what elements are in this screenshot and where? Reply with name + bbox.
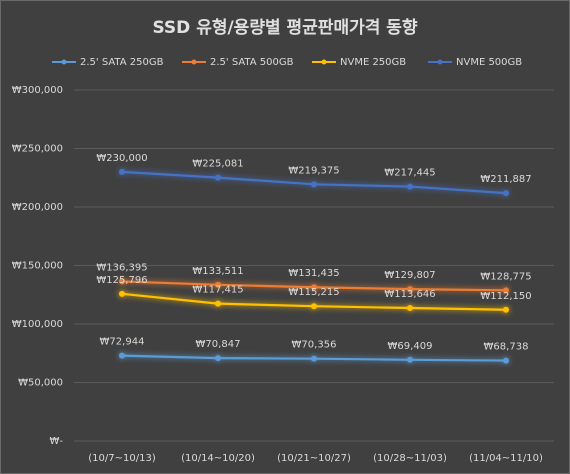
- y-tick-label: ₩-: [50, 436, 64, 447]
- legend-marker: [191, 59, 197, 65]
- point: [407, 286, 413, 293]
- data-label: ₩72,944: [100, 337, 145, 348]
- data-label: ₩70,847: [196, 339, 241, 350]
- legend-label: NVME 250GB: [340, 57, 406, 68]
- data-label: ₩131,435: [288, 268, 339, 279]
- point: [119, 168, 125, 175]
- x-tick-label: (10/21~10/27): [277, 453, 351, 464]
- legend-label: NVME 500GB: [456, 57, 522, 68]
- point: [215, 281, 221, 288]
- point: [311, 355, 317, 362]
- data-label: ₩68,738: [484, 342, 529, 353]
- legend-marker: [61, 59, 67, 65]
- data-label: ₩230,000: [96, 153, 147, 164]
- point: [215, 300, 221, 307]
- point: [407, 183, 413, 190]
- x-tick-label: (10/14~10/20): [181, 453, 255, 464]
- x-tick-label: (10/7~10/13): [88, 453, 156, 464]
- point: [119, 352, 125, 359]
- point: [503, 190, 509, 197]
- legend-label: 2.5' SATA 250GB: [80, 57, 164, 68]
- series: [119, 290, 509, 313]
- series: [119, 278, 509, 294]
- legend-label: 2.5' SATA 500GB: [210, 57, 294, 68]
- data-label: ₩115,215: [288, 287, 339, 298]
- series: [119, 352, 509, 364]
- data-label: ₩211,887: [480, 174, 531, 185]
- y-tick-label: ₩200,000: [12, 202, 63, 213]
- point: [119, 290, 125, 297]
- point: [503, 287, 509, 294]
- y-tick-label: ₩250,000: [12, 144, 63, 155]
- point: [407, 356, 413, 363]
- series: [119, 168, 509, 197]
- chart-title: SSD 유형/용량별 평균판매가격 동향: [152, 17, 417, 38]
- legend-marker: [437, 59, 443, 65]
- point: [119, 278, 125, 285]
- point: [407, 305, 413, 312]
- point: [503, 306, 509, 313]
- x-tick-label: (10/28~11/03): [373, 453, 447, 464]
- y-tick-label: ₩150,000: [12, 261, 63, 272]
- data-label: ₩128,775: [480, 271, 531, 282]
- y-tick-label: ₩100,000: [12, 319, 63, 330]
- data-label: ₩129,807: [384, 270, 435, 281]
- data-label: ₩69,409: [388, 341, 433, 352]
- point: [311, 181, 317, 188]
- data-label: ₩225,081: [192, 159, 243, 170]
- data-label: ₩117,415: [192, 285, 243, 296]
- point: [503, 357, 509, 364]
- data-label: ₩219,375: [288, 165, 339, 176]
- data-label: ₩70,356: [292, 340, 337, 351]
- data-label: ₩112,150: [480, 291, 531, 302]
- point: [215, 174, 221, 181]
- data-label: ₩113,646: [384, 289, 435, 300]
- point: [311, 303, 317, 310]
- x-tick-label: (11/04~11/10): [469, 453, 543, 464]
- data-label: ₩217,445: [384, 168, 435, 179]
- y-tick-label: ₩300,000: [12, 85, 63, 96]
- legend-marker: [321, 59, 327, 65]
- data-label: ₩133,511: [192, 266, 243, 277]
- data-label: ₩136,395: [96, 262, 147, 273]
- data-label: ₩125,796: [96, 275, 147, 286]
- point: [215, 355, 221, 362]
- y-tick-label: ₩50,000: [18, 378, 63, 389]
- point: [311, 284, 317, 291]
